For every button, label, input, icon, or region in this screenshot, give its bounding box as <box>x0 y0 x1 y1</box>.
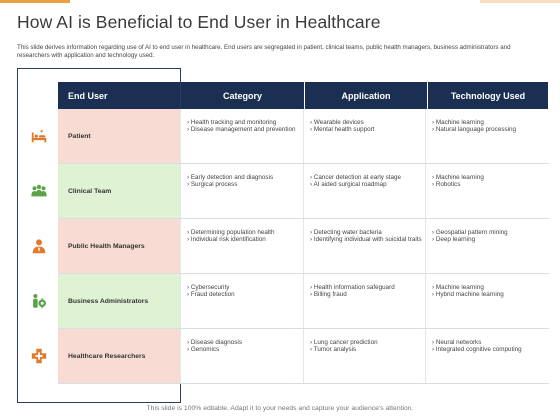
list-item: › AI aided surgical roadmap <box>310 181 387 189</box>
application-cell: › Cancer detection at early stage › AI a… <box>303 164 425 218</box>
list-item: › Cybersecurity <box>187 284 230 291</box>
table-row: Business Administrators › Cybersecurity … <box>58 274 549 329</box>
table-row: Healthcare Researchers › Disease diagnos… <box>58 329 549 384</box>
list-item: › Surgical process <box>187 181 238 189</box>
technology-cell: › Machine learning › Robotics <box>425 164 549 218</box>
category-cell: › Health tracking and monitoring › Disea… <box>180 109 303 163</box>
list-item: › Machine learning <box>432 284 484 291</box>
header-technology-used: Technology Used <box>428 82 548 109</box>
hospital-bed-icon <box>28 126 50 148</box>
list-item: › Mental health support <box>310 126 375 134</box>
list-item: › Hybrid machine learning <box>432 291 504 299</box>
list-item: › Early detection and diagnosis <box>187 174 274 181</box>
technology-cell: › Machine learning › Natural language pr… <box>425 109 549 163</box>
category-cell: › Determining population health › Indivi… <box>180 219 303 273</box>
slide-footer-note: This slide is 100% editable. Adapt it to… <box>146 405 414 412</box>
category-cell: › Cybersecurity › Fraud detection <box>180 274 303 328</box>
end-user-cell: Patient <box>58 109 180 163</box>
admin-gear-icon <box>28 290 50 312</box>
header-category: Category <box>181 82 304 109</box>
list-item: › Health information safeguard <box>310 284 395 291</box>
list-item: › Integrated cognitive computing <box>432 346 522 354</box>
team-icon <box>28 180 50 202</box>
list-item: › Identifying individual with suicidal t… <box>310 236 422 244</box>
list-item: › Robotics <box>432 181 461 189</box>
list-item: › Geospatial pattern mining <box>432 229 508 236</box>
list-item: › Detecting water bacteria <box>310 229 382 236</box>
slide-title: How AI is Beneficial to End User in Heal… <box>17 12 381 32</box>
end-user-cell: Business Administrators <box>58 274 180 328</box>
end-user-cell: Clinical Team <box>58 164 180 218</box>
ai-healthcare-table: End User Category Application Technology… <box>58 82 549 384</box>
technology-cell: › Neural networks › Integrated cognitive… <box>425 329 549 383</box>
list-item: › Genomics <box>187 346 220 354</box>
list-item: › Disease diagnosis <box>187 339 242 346</box>
application-cell: › Wearable devices › Mental health suppo… <box>303 109 425 163</box>
list-item: › Lung cancer prediction <box>310 339 378 346</box>
table-row: Patient › Health tracking and monitoring… <box>58 109 549 164</box>
list-item: › Machine learning <box>432 119 484 126</box>
application-cell: › Lung cancer prediction › Tumor analysi… <box>303 329 425 383</box>
list-item: › Tumor analysis <box>310 346 357 354</box>
category-cell: › Early detection and diagnosis › Surgic… <box>180 164 303 218</box>
medical-cross-icon <box>28 345 50 367</box>
list-item: › Machine learning <box>432 174 484 181</box>
end-user-cell: Public Health Managers <box>58 219 180 273</box>
list-item: › Wearable devices <box>310 119 364 126</box>
header-end-user: End User <box>58 82 180 109</box>
technology-cell: › Geospatial pattern mining › Deep learn… <box>425 219 549 273</box>
list-item: › Cancer detection at early stage <box>310 174 402 181</box>
table-row: Public Health Managers › Determining pop… <box>58 219 549 274</box>
end-user-cell: Healthcare Researchers <box>58 329 180 383</box>
technology-cell: › Machine learning › Hybrid machine lear… <box>425 274 549 328</box>
list-item: › Fraud detection <box>187 291 235 299</box>
list-item: › Disease management and prevention <box>187 126 296 134</box>
category-cell: › Disease diagnosis › Genomics <box>180 329 303 383</box>
application-cell: › Health information safeguard › Billing… <box>303 274 425 328</box>
top-accent-bar <box>0 0 560 3</box>
list-item: › Deep learning <box>432 236 476 244</box>
table-header: End User Category Application Technology… <box>58 82 549 109</box>
header-application: Application <box>305 82 427 109</box>
list-item: › Billing fraud <box>310 291 347 299</box>
application-cell: › Detecting water bacteria › Identifying… <box>303 219 425 273</box>
slide-description: This slide derives information regarding… <box>17 44 511 59</box>
list-item: › Neural networks <box>432 339 482 346</box>
list-item: › Individual risk identification <box>187 236 266 244</box>
list-item: › Determining population health <box>187 229 275 236</box>
table-row: Clinical Team › Early detection and diag… <box>58 164 549 219</box>
list-item: › Natural language processing <box>432 126 517 134</box>
list-item: › Health tracking and monitoring <box>187 119 277 126</box>
manager-icon <box>28 235 50 257</box>
